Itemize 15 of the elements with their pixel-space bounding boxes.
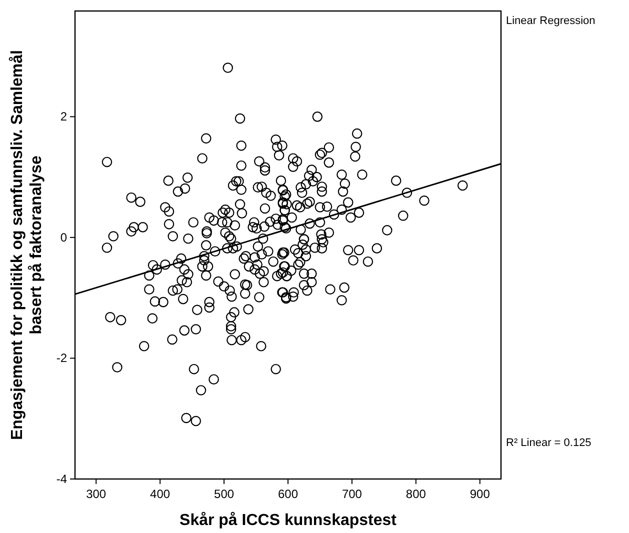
y-tick-label: 0 (60, 230, 68, 244)
x-tick-label: 700 (342, 487, 362, 501)
y-tick-label: -4 (56, 472, 68, 486)
x-tick-label: 900 (470, 487, 490, 501)
x-tick-label: 500 (214, 487, 234, 501)
x-tick-label: 800 (406, 487, 426, 501)
x-axis-title: Skår på ICCS kunnskapstest (180, 511, 398, 529)
text: R² Linear = 0.125 (506, 437, 592, 449)
y-axis-title: Engasjement for politikk og samfunnsliv. Samlemål basert på faktoranalyse (8, 50, 45, 440)
text: Linear Regression (506, 15, 596, 27)
y-tick-label: -2 (56, 351, 68, 366)
x-tick-label: 300 (86, 487, 106, 501)
y-tick-label: 2 (60, 110, 68, 124)
x-tick-label: 600 (278, 487, 298, 501)
x-tick-label: 400 (150, 487, 170, 501)
